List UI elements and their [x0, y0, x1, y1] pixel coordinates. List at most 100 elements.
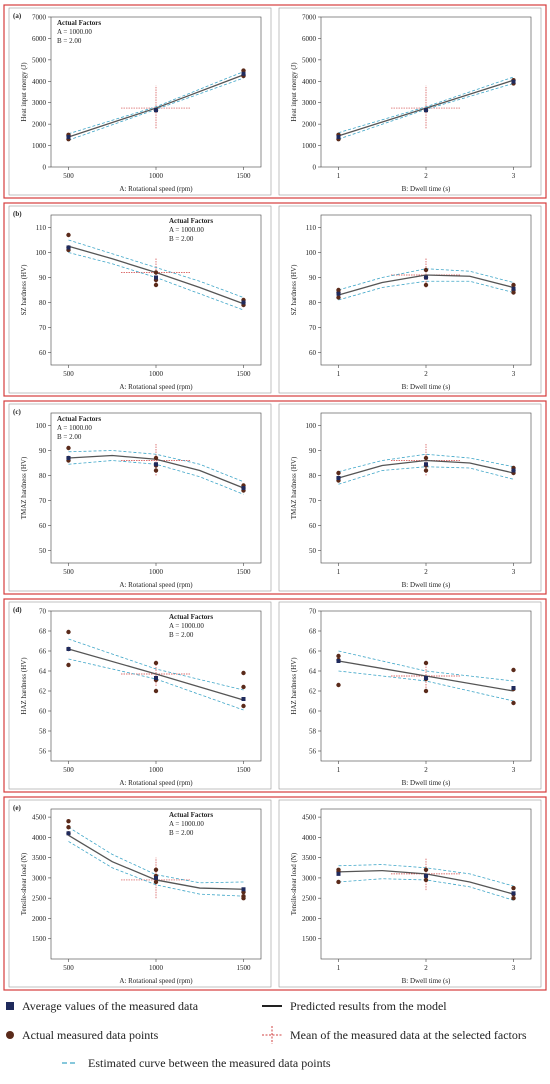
legend-average: Average values of the measured data	[22, 999, 199, 1013]
y-tick-label: 60	[309, 349, 317, 357]
measured-point	[153, 455, 159, 461]
upper-bound	[338, 453, 514, 473]
y-tick-label: 2000	[32, 121, 47, 129]
measured-point	[153, 270, 159, 275]
x-tick-label: 1000	[149, 172, 164, 180]
y-tick-label: 2500	[32, 895, 47, 903]
y-tick-label: 70	[39, 608, 47, 616]
annotation: B = 2.00	[169, 631, 194, 639]
y-tick-label: 60	[309, 522, 317, 530]
measured-point	[336, 682, 341, 688]
y-axis-label: Tensile-shear load (N)	[290, 852, 298, 915]
measured-point	[423, 867, 429, 873]
measured-point	[241, 893, 246, 899]
panel-label: (a)	[13, 12, 22, 20]
annotation: A = 1000.00	[169, 226, 204, 234]
y-axis-label: SZ hardness (HV)	[290, 264, 298, 316]
x-tick-label: 2	[424, 766, 428, 774]
measured-point	[423, 877, 429, 883]
y-tick-label: 110	[36, 224, 47, 232]
y-tick-label: 3000	[32, 874, 47, 882]
measured-point	[423, 267, 429, 273]
predicted-line	[338, 459, 514, 479]
y-tick-label: 100	[306, 249, 317, 257]
y-tick-label: 64	[309, 668, 317, 676]
x-tick-label: 1	[337, 370, 341, 378]
y-tick-label: 3000	[32, 99, 47, 107]
y-tick-label: 58	[39, 728, 47, 736]
panel	[278, 799, 542, 988]
y-tick-label: 80	[39, 472, 47, 480]
annotation: A = 1000.00	[169, 820, 204, 828]
average-point	[241, 697, 246, 701]
row-frame	[3, 4, 547, 199]
average-point	[336, 135, 341, 139]
y-tick-label: 5000	[32, 56, 47, 64]
y-tick-label: 70	[309, 324, 317, 332]
x-tick-label: 3	[512, 172, 516, 180]
y-axis-label: TMAZ hardness (HV)	[290, 456, 298, 519]
average-point	[424, 275, 428, 280]
measured-point	[511, 700, 516, 706]
x-tick-label: 1500	[237, 568, 252, 576]
y-axis-label: HAZ hardness (HV)	[20, 657, 28, 715]
upper-bound	[68, 239, 244, 298]
x-tick-label: 3	[512, 766, 516, 774]
row-frame	[3, 202, 547, 397]
x-tick-label: 1	[337, 568, 341, 576]
average-point	[336, 291, 341, 296]
x-tick-label: 3	[512, 568, 516, 576]
y-axis-label: SZ hardness (HV)	[20, 264, 28, 316]
average-point	[511, 891, 516, 896]
average-point	[154, 275, 158, 280]
y-tick-label: 68	[309, 628, 317, 636]
y-tick-label: 100	[36, 249, 47, 257]
predicted-line	[68, 648, 244, 701]
average-point	[154, 462, 158, 467]
annotation: A = 1000.00	[57, 28, 92, 36]
y-tick-label: 4500	[302, 814, 317, 822]
lower-bound	[338, 670, 514, 702]
y-axis-label: Tensile-shear load (N)	[20, 852, 28, 915]
x-axis-label: B: Dwell time (s)	[402, 581, 451, 589]
x-tick-label: 1000	[149, 568, 164, 576]
x-tick-label: 1500	[237, 964, 252, 972]
y-tick-label: 60	[309, 708, 317, 716]
y-tick-label: 60	[39, 522, 47, 530]
annotation: Actual Factors	[169, 613, 213, 621]
annotation: B = 2.00	[57, 37, 82, 45]
measured-point	[336, 879, 341, 885]
x-axis-label: B: Dwell time (s)	[402, 779, 451, 787]
x-tick-label: 2	[424, 172, 428, 180]
measured-point	[511, 895, 516, 901]
measured-point	[423, 455, 429, 461]
lower-bound	[338, 280, 514, 301]
measured-point	[66, 445, 71, 451]
measured-point	[153, 867, 159, 873]
y-axis-label: HAZ hardness (HV)	[290, 657, 298, 715]
panel	[278, 7, 542, 196]
average-point	[511, 686, 516, 690]
average-point	[424, 108, 428, 113]
y-tick-label: 70	[39, 324, 47, 332]
x-axis-label: A: Rotational speed (rpm)	[119, 185, 193, 193]
x-axis-label: A: Rotational speed (rpm)	[119, 977, 193, 985]
panel-label: (c)	[13, 408, 21, 416]
y-tick-label: 100	[306, 422, 317, 430]
average-point	[424, 873, 428, 878]
y-tick-label: 2000	[302, 915, 317, 923]
average-point	[336, 871, 341, 876]
x-tick-label: 1	[337, 964, 341, 972]
x-tick-label: 500	[63, 172, 74, 180]
average-point	[154, 875, 158, 880]
y-tick-label: 68	[39, 628, 47, 636]
y-tick-label: 3500	[32, 854, 47, 862]
legend-measured-icon	[6, 1031, 14, 1039]
y-tick-label: 60	[39, 708, 47, 716]
x-axis-label: B: Dwell time (s)	[402, 185, 451, 193]
average-point	[511, 286, 516, 291]
measured-point	[511, 885, 516, 891]
x-tick-label: 500	[63, 568, 74, 576]
x-axis-label: A: Rotational speed (rpm)	[119, 581, 193, 589]
y-tick-label: 3000	[302, 874, 317, 882]
